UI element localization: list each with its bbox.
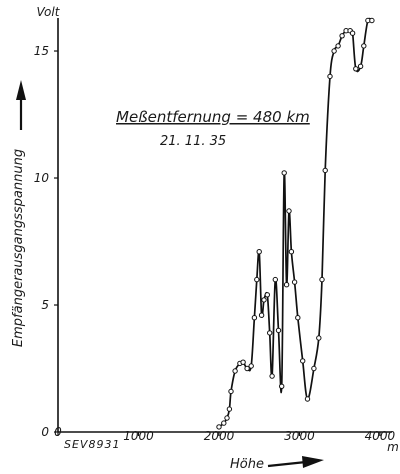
data-point xyxy=(357,63,364,70)
axes xyxy=(57,18,392,433)
x-axis-arrow xyxy=(267,456,324,468)
data-point xyxy=(316,335,322,341)
data-point xyxy=(240,359,246,365)
data-point xyxy=(258,312,265,318)
x-tick-label: 4000 xyxy=(365,429,396,443)
data-point xyxy=(281,170,287,176)
annotation-distance: Meßentfernung = 480 km xyxy=(116,108,310,126)
x-axis-title: Höhe xyxy=(230,457,264,472)
data-point xyxy=(304,396,311,402)
data-point xyxy=(232,368,238,374)
plot-area xyxy=(216,17,375,430)
x-unit-label: m xyxy=(387,440,399,454)
data-point xyxy=(369,17,375,24)
data-point xyxy=(269,373,275,379)
data-point xyxy=(339,33,345,39)
data-point xyxy=(286,208,292,214)
data-point xyxy=(327,73,333,80)
data-point xyxy=(261,297,267,303)
series-line xyxy=(218,17,373,428)
x-tick-label: 0 xyxy=(54,425,62,439)
data-point xyxy=(254,276,260,283)
data-point xyxy=(288,249,295,255)
data-point xyxy=(331,48,337,54)
data-point xyxy=(319,276,325,283)
data-point xyxy=(272,276,278,283)
data-point xyxy=(264,292,270,298)
annotation-date: 21. 11. 35 xyxy=(160,134,226,149)
figure-code: SEV8931 xyxy=(64,438,120,451)
data-point xyxy=(221,420,227,426)
data-point xyxy=(361,43,367,49)
data-point xyxy=(248,363,254,369)
data-point xyxy=(224,415,230,421)
ticks: 0 1000 2000 3000 4000 0 5 10 15 xyxy=(34,44,396,443)
y-tick-label: 5 xyxy=(41,298,49,312)
data-point xyxy=(275,327,282,334)
y-unit-label: Volt xyxy=(37,5,61,19)
data-point xyxy=(279,383,285,389)
y-axis-arrow xyxy=(16,80,26,130)
data-point xyxy=(216,424,222,430)
data-point xyxy=(322,167,328,174)
data-point xyxy=(335,43,341,49)
y-axis-title: Empfängerausgangsspannung xyxy=(11,149,26,347)
data-point xyxy=(267,330,273,336)
y-tick-label: 10 xyxy=(34,171,50,185)
data-point xyxy=(256,249,262,255)
x-tick-label: 3000 xyxy=(284,429,315,443)
y-axis-title-group: Empfängerausgangsspannung xyxy=(11,149,26,347)
data-point xyxy=(251,315,258,321)
data-point xyxy=(244,365,250,372)
x-tick-label: 2000 xyxy=(204,429,235,443)
data-point xyxy=(300,358,306,364)
y-tick-label: 15 xyxy=(34,44,49,58)
data-point xyxy=(295,315,301,321)
data-point xyxy=(228,388,234,395)
data-point xyxy=(349,30,356,36)
data-point xyxy=(283,282,290,288)
data-point xyxy=(226,406,233,412)
data-point xyxy=(311,365,317,372)
x-tick-label: 1000 xyxy=(123,429,154,443)
data-point xyxy=(353,66,359,72)
y-tick-label: 0 xyxy=(41,425,49,439)
data-point xyxy=(291,279,298,285)
